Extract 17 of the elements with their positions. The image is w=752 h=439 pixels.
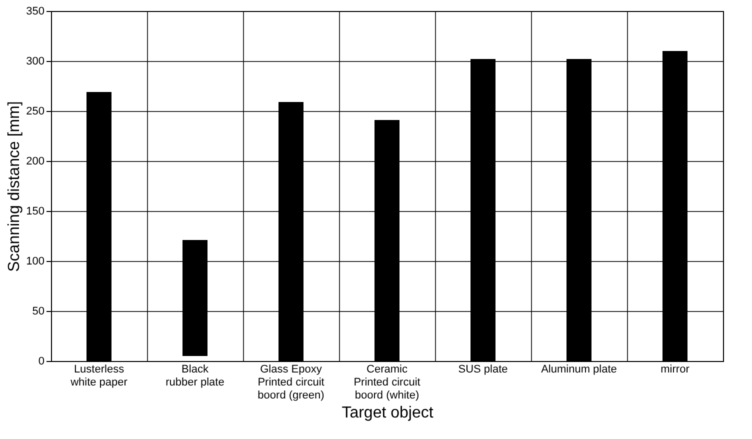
- x-tick-label: SUS plate: [458, 364, 508, 376]
- y-tick-label: 50: [32, 306, 44, 318]
- x-axis-title: Target object: [342, 404, 434, 422]
- y-tick-label: 250: [26, 106, 44, 118]
- y-tick-label: 0: [38, 356, 44, 368]
- x-tick-label: Ceramic Printed circuit boord (white): [354, 364, 420, 402]
- x-tick-label: Black rubber plate: [166, 364, 224, 388]
- y-tick-label: 300: [26, 56, 44, 68]
- x-tick-label: mirror: [660, 364, 690, 376]
- x-tick-label: Glass Epoxy Printed circuit boord (green): [258, 364, 324, 402]
- y-tick-label: 200: [26, 156, 44, 168]
- y-tick-label: 150: [26, 206, 44, 218]
- x-tick-label: Aluminum plate: [541, 364, 617, 376]
- y-axis-title: Scanning distance [mm]: [6, 101, 24, 272]
- y-tick-label: 350: [26, 6, 44, 18]
- x-tick-label: Lusterless white paper: [70, 364, 128, 388]
- y-tick-label: 100: [26, 256, 44, 268]
